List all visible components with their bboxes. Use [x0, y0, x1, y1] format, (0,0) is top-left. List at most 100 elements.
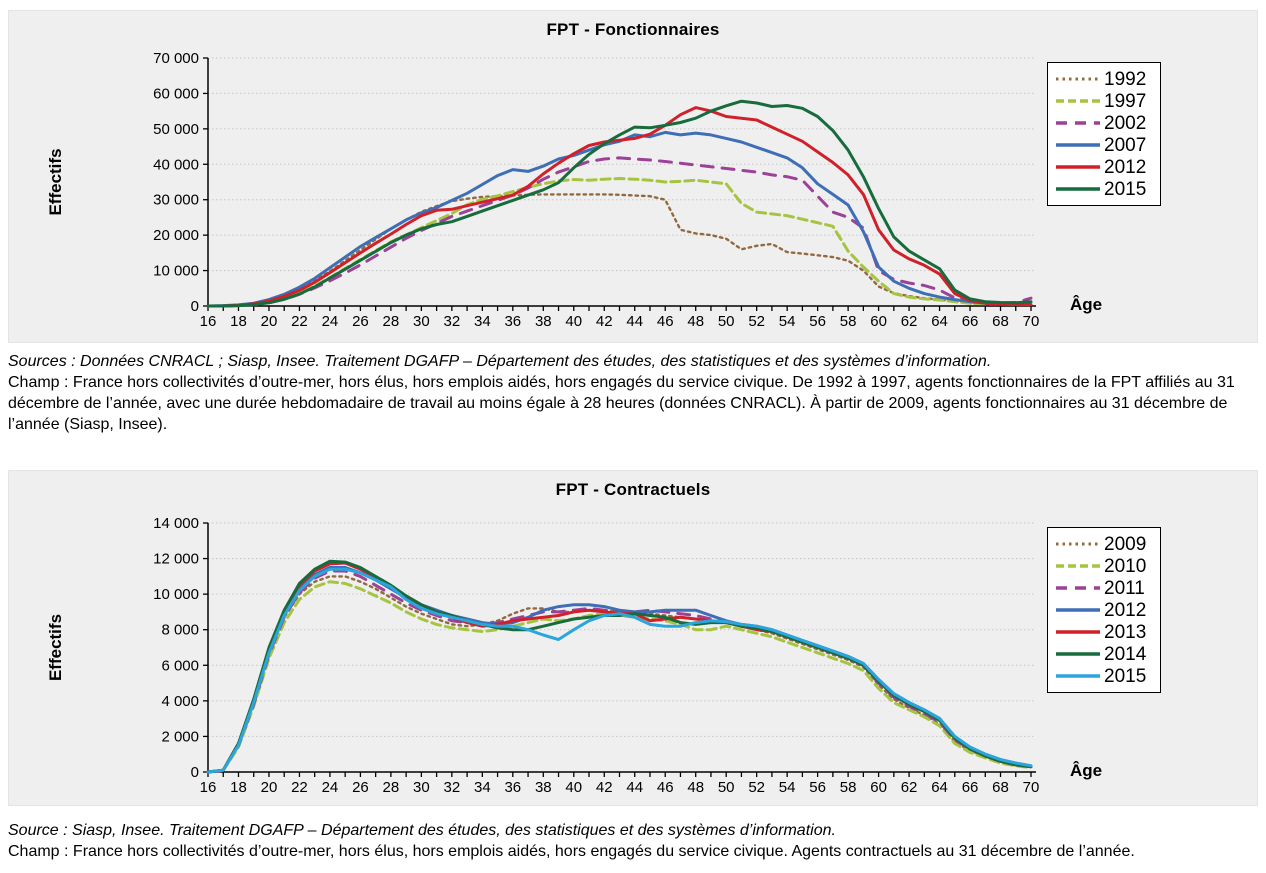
legend-item-2013: 2013	[1055, 621, 1156, 643]
y-tick-label: 0	[191, 764, 199, 781]
y-tick-label: 4 000	[161, 693, 199, 710]
x-tick-label: 36	[504, 313, 521, 330]
series-line-2012	[206, 566, 1033, 774]
x-tick-label: 16	[200, 313, 217, 330]
x-tick-label: 68	[992, 779, 1009, 796]
fonctionnaires-line-chart: 0 10 000 20 000 30 000 40 000 50 000 60 000 70 …	[46, 50, 1102, 330]
x-tick-label: 18	[230, 313, 247, 330]
x-tick-label: 44	[626, 779, 643, 796]
x-axis-label: Âge	[1070, 295, 1102, 314]
y-tick-label: 60 000	[153, 85, 199, 102]
legend-item-2015: 2015	[1055, 178, 1156, 200]
x-tick-label: 70	[1023, 313, 1040, 330]
y-tick-label: 10 000	[153, 263, 199, 280]
series-line-2014	[206, 559, 1033, 774]
x-tick-label: 34	[474, 779, 491, 796]
series-line-2012	[206, 106, 1033, 308]
series-line-2015	[206, 567, 1033, 774]
legend-label-2011: 2011	[1104, 577, 1145, 599]
x-tick-label: 56	[809, 779, 826, 796]
legend-label-2015: 2015	[1104, 178, 1147, 200]
x-tick-label: 22	[291, 313, 308, 330]
x-tick-label: 30	[413, 779, 430, 796]
x-tick-label: 48	[687, 313, 704, 330]
legend-item-2014: 2014	[1055, 643, 1156, 665]
x-tick-label: 18	[230, 779, 247, 796]
legend-label-2007: 2007	[1104, 134, 1147, 156]
y-tick-label: 2 000	[161, 728, 199, 745]
x-tick-label: 68	[992, 313, 1009, 330]
legend-contractuels: 2009 2010 2011 2012 2013 2014 2015	[1047, 527, 1161, 693]
x-tick-label: 32	[444, 779, 461, 796]
x-tick-label: 50	[718, 779, 735, 796]
y-tick-label: 6 000	[161, 657, 199, 674]
legend-item-2012: 2012	[1055, 156, 1156, 178]
x-tick-label: 44	[626, 313, 643, 330]
x-tick-label: 28	[383, 779, 400, 796]
x-tick-label: 64	[931, 779, 948, 796]
legend-item-2002: 2002	[1055, 112, 1156, 134]
legend-item-2007: 2007	[1055, 134, 1156, 156]
contractuels-line-chart: 0 2 000 4 000 6 000 8 000 10 000 12 000 14 000 1…	[46, 515, 1102, 796]
legend-label-1997: 1997	[1104, 90, 1147, 112]
legend-item-2015: 2015	[1055, 665, 1156, 687]
legend-line-sample-1997	[1056, 99, 1100, 103]
series-line-2013	[206, 561, 1033, 774]
x-tick-label: 48	[687, 779, 704, 796]
champ-note: Champ : France hors collectivités d’outr…	[8, 843, 1135, 860]
legend-item-2009: 2009	[1055, 533, 1156, 555]
legend-label-2009: 2009	[1104, 533, 1147, 555]
legend-line-sample-2015	[1056, 674, 1100, 678]
x-tick-label: 56	[809, 313, 826, 330]
x-tick-label: 40	[565, 313, 582, 330]
x-tick-label: 46	[657, 779, 674, 796]
x-axis-label: Âge	[1070, 761, 1102, 780]
x-tick-label: 26	[352, 779, 369, 796]
fonctionnaires-chart-panel: 0 10 000 20 000 30 000 40 000 50 000 60 000 70 …	[8, 10, 1258, 343]
x-tick-label: 58	[840, 313, 857, 330]
legend-label-2010: 2010	[1104, 555, 1147, 577]
y-tick-label: 70 000	[153, 50, 199, 67]
series-line-2002	[206, 156, 1033, 308]
notes-contractuels: Source : Siasp, Insee. Traitement DGAFP …	[8, 820, 1260, 862]
x-tick-label: 32	[444, 313, 461, 330]
x-tick-label: 58	[840, 779, 857, 796]
y-tick-label: 14 000	[153, 515, 199, 532]
x-tick-label: 28	[383, 313, 400, 330]
x-tick-label: 34	[474, 313, 491, 330]
legend-label-2012: 2012	[1104, 599, 1147, 621]
x-tick-label: 60	[870, 313, 887, 330]
legend-item-2010: 2010	[1055, 555, 1156, 577]
legend-item-1997: 1997	[1055, 90, 1156, 112]
contractuels-chart-panel: 0 2 000 4 000 6 000 8 000 10 000 12 000 14 000 1…	[8, 470, 1258, 806]
series-line-2009	[206, 575, 1033, 774]
x-tick-label: 66	[962, 779, 979, 796]
x-tick-label: 54	[779, 779, 796, 796]
y-tick-label: 10 000	[153, 586, 199, 603]
chart-title-contractuels: FPT - Contractuels	[555, 480, 711, 499]
x-tick-label: 38	[535, 313, 552, 330]
champ-note: Champ : France hors collectivités d’outr…	[8, 374, 1235, 433]
legend-label-2012: 2012	[1104, 156, 1147, 178]
x-tick-label: 30	[413, 313, 430, 330]
x-tick-label: 46	[657, 313, 674, 330]
x-tick-label: 38	[535, 779, 552, 796]
legend-label-2015: 2015	[1104, 665, 1147, 687]
y-tick-label: 0	[191, 298, 199, 315]
y-tick-label: 30 000	[153, 192, 199, 209]
x-tick-label: 16	[200, 779, 217, 796]
legend-fonctionnaires: 1992 1997 2002 2007 2012 2015	[1047, 62, 1161, 206]
x-tick-label: 40	[565, 779, 582, 796]
legend-line-sample-2015	[1056, 187, 1100, 191]
x-tick-label: 70	[1023, 779, 1040, 796]
legend-label-1992: 1992	[1104, 68, 1147, 90]
x-tick-label: 22	[291, 779, 308, 796]
notes-fonctionnaires: Sources : Données CNRACL ; Siasp, Insee.…	[8, 351, 1260, 435]
legend-item-2011: 2011	[1055, 577, 1156, 599]
x-tick-label: 20	[261, 779, 278, 796]
chart-title-fonctionnaires: FPT - Fonctionnaires	[546, 20, 720, 39]
y-tick-label: 8 000	[161, 622, 199, 639]
x-tick-label: 66	[962, 313, 979, 330]
legend-label-2002: 2002	[1104, 112, 1147, 134]
